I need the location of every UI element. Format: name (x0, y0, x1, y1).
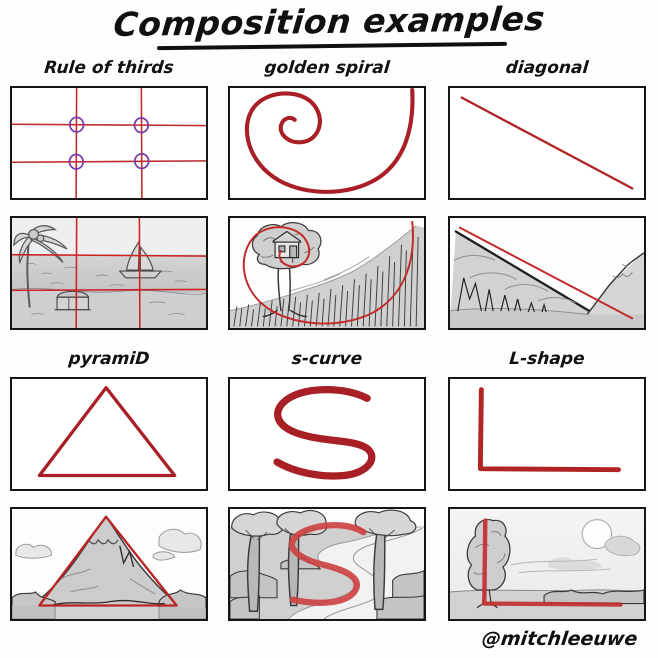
page-title: Composition examples (111, 0, 547, 45)
panel-l-shape-diagram (448, 377, 646, 491)
panel-rule-of-thirds-example (10, 216, 208, 330)
label-l-shape: L-shape (508, 349, 586, 369)
rule-of-thirds-grid-svg (12, 88, 206, 198)
label-golden-spiral: golden spiral (263, 58, 391, 78)
diagonal-line-svg (460, 96, 634, 190)
panel-rule-of-thirds-diagram (10, 86, 208, 200)
lone-tree-sketch-svg (450, 509, 644, 619)
panel-s-curve-example (228, 507, 426, 621)
panel-diagonal-diagram (448, 86, 646, 200)
forest-path-sketch-svg (230, 509, 424, 619)
l-shape-svg (477, 387, 621, 473)
panel-golden-spiral-diagram (228, 86, 426, 200)
golden-spiral-svg (244, 88, 415, 194)
mountain-diagonal-sketch-svg (450, 218, 644, 328)
pyramid-triangle-svg (37, 386, 177, 478)
mountain-peak-sketch-svg (12, 509, 206, 619)
label-diagonal: diagonal (504, 58, 590, 78)
panel-pyramid-diagram (10, 377, 208, 491)
s-curve-svg (273, 385, 376, 480)
beach-sketch-svg (12, 218, 206, 328)
artist-signature: @mitchleeuwe (480, 628, 639, 650)
label-s-curve: s-curve (290, 349, 364, 369)
title-underline (156, 41, 508, 51)
page-title-container: Composition examples (0, 0, 658, 45)
panel-pyramid-example (10, 507, 208, 621)
label-pyramid: pyramiD (67, 349, 151, 369)
label-rule-of-thirds: Rule of thirds (43, 58, 175, 78)
panel-l-shape-example (448, 507, 646, 621)
panel-s-curve-diagram (228, 377, 426, 491)
panel-golden-spiral-example (228, 216, 426, 330)
panel-diagonal-example (448, 216, 646, 330)
treehouse-sketch-svg (230, 218, 424, 328)
